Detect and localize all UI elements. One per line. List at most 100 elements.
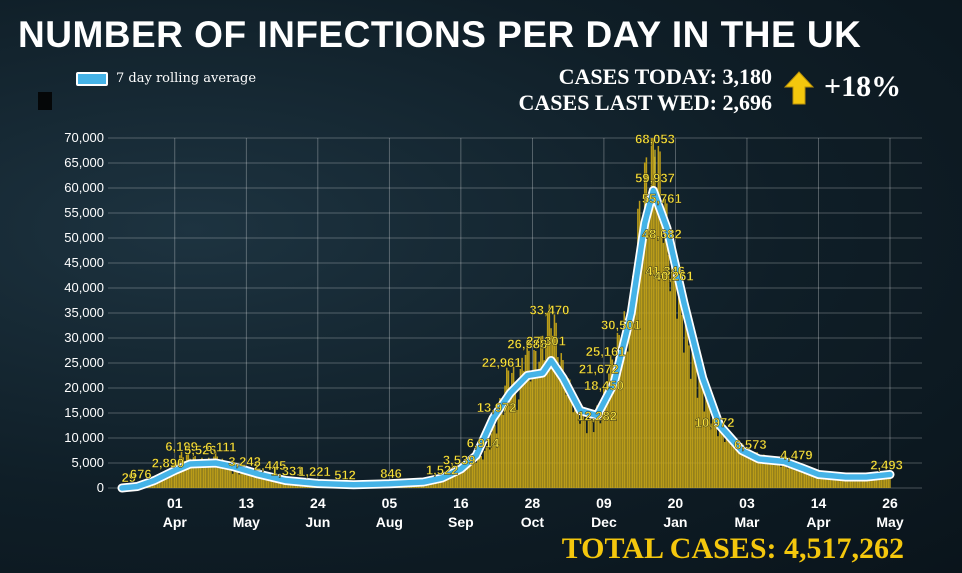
daily-case-bar	[269, 477, 271, 488]
daily-case-bar	[718, 431, 721, 488]
daily-case-bar	[606, 403, 609, 488]
data-label: 27,301	[526, 333, 566, 348]
daily-case-bar	[202, 461, 205, 488]
daily-case-bar	[635, 267, 637, 488]
daily-case-bar	[725, 437, 728, 488]
decorative-square	[38, 92, 52, 110]
daily-case-bar	[696, 397, 699, 488]
daily-case-bar	[458, 464, 460, 488]
daily-case-bar	[577, 410, 580, 488]
daily-case-bar	[798, 466, 801, 488]
data-label: 3,539	[443, 452, 476, 467]
data-label: 1,221	[298, 464, 331, 479]
daily-case-bar	[717, 436, 719, 488]
daily-case-bar	[192, 457, 195, 488]
daily-case-bar	[664, 199, 666, 488]
daily-case-bar	[712, 414, 714, 488]
daily-case-bar	[601, 398, 603, 488]
y-tick-label: 60,000	[64, 180, 104, 195]
daily-case-bar	[526, 340, 528, 488]
daily-case-bar	[887, 473, 889, 488]
daily-case-bar	[838, 474, 840, 488]
data-label: 4,479	[780, 448, 813, 463]
daily-case-bar	[454, 469, 457, 488]
daily-case-bar	[434, 480, 437, 488]
daily-case-bar	[695, 364, 697, 488]
daily-case-bar	[223, 462, 225, 488]
daily-case-bar	[856, 478, 859, 488]
daily-case-bar	[732, 443, 735, 488]
daily-case-bar	[729, 434, 731, 488]
daily-case-bar	[821, 475, 823, 488]
daily-case-bar	[759, 460, 762, 488]
daily-case-bar	[642, 220, 644, 488]
daily-case-bar	[744, 453, 746, 488]
daily-case-bar	[465, 462, 467, 488]
daily-case-bar	[565, 394, 568, 488]
daily-case-bar	[608, 373, 610, 488]
daily-case-bar	[701, 384, 704, 488]
y-tick-label: 5,000	[71, 455, 104, 470]
daily-case-bar	[247, 474, 249, 488]
daily-case-bar	[889, 474, 891, 488]
daily-case-bar	[880, 474, 883, 488]
daily-case-bar	[802, 468, 804, 488]
daily-case-bar	[206, 461, 208, 488]
daily-case-bar	[865, 476, 867, 488]
x-tick-month: Apr	[163, 514, 188, 530]
data-label: 41,346	[645, 263, 685, 278]
daily-case-bar	[710, 423, 712, 488]
y-tick-label: 45,000	[64, 255, 104, 270]
daily-case-bar	[488, 449, 491, 488]
stats-block: CASES TODAY: 3,180 CASES LAST WED: 2,696	[519, 64, 772, 116]
data-label: 30,501	[601, 317, 641, 332]
daily-case-bar	[609, 355, 612, 488]
data-label: 10,972	[695, 415, 735, 430]
daily-case-bar	[872, 475, 874, 488]
daily-case-bar	[632, 275, 634, 488]
daily-case-bar	[165, 472, 167, 488]
daily-case-bar	[735, 439, 738, 488]
x-axis-ticks: 01 Apr 13 May 24 Jun 05 Aug 16 Sep 28 Oct 09 Dec 20 Jan…	[163, 495, 904, 530]
daily-case-bar	[497, 412, 500, 488]
daily-case-bar	[271, 478, 273, 488]
daily-case-bar	[831, 473, 833, 488]
daily-case-bar	[567, 378, 569, 488]
daily-case-bar	[672, 248, 675, 488]
daily-case-bar	[492, 423, 494, 488]
daily-case-bar	[550, 328, 552, 488]
daily-case-bar	[184, 460, 186, 488]
daily-case-bar	[841, 477, 844, 488]
data-label: 2,445	[254, 458, 287, 473]
daily-case-bar	[626, 351, 629, 488]
daily-case-bar	[693, 346, 695, 488]
daily-case-bar	[737, 449, 740, 488]
rolling-average-line	[119, 187, 893, 491]
data-label: 2,493	[870, 458, 903, 473]
daily-case-bar	[211, 464, 213, 488]
daily-case-bar	[551, 335, 554, 488]
daily-case-bar	[740, 443, 743, 488]
daily-case-bar	[853, 475, 855, 488]
daily-case-bar	[432, 481, 435, 488]
daily-case-bar	[684, 324, 687, 488]
daily-case-bar	[541, 335, 544, 488]
daily-case-bar	[839, 475, 842, 488]
bar-series	[124, 138, 891, 489]
x-tick-month: Apr	[806, 514, 831, 530]
daily-case-bar	[168, 471, 171, 488]
daily-case-bar	[722, 429, 724, 488]
data-label: 13,972	[477, 400, 517, 415]
daily-case-bar	[698, 375, 700, 488]
daily-case-bar	[797, 463, 799, 488]
data-label: 6,199	[165, 439, 198, 454]
daily-case-bar	[587, 420, 590, 488]
daily-case-bar	[591, 419, 593, 488]
daily-case-bar	[764, 459, 767, 488]
daily-case-bar	[185, 454, 188, 488]
daily-case-bar	[677, 283, 680, 488]
daily-case-bar	[584, 419, 586, 488]
daily-case-bar	[727, 431, 729, 488]
daily-case-bar	[836, 476, 838, 488]
data-label: 25,161	[586, 344, 626, 359]
